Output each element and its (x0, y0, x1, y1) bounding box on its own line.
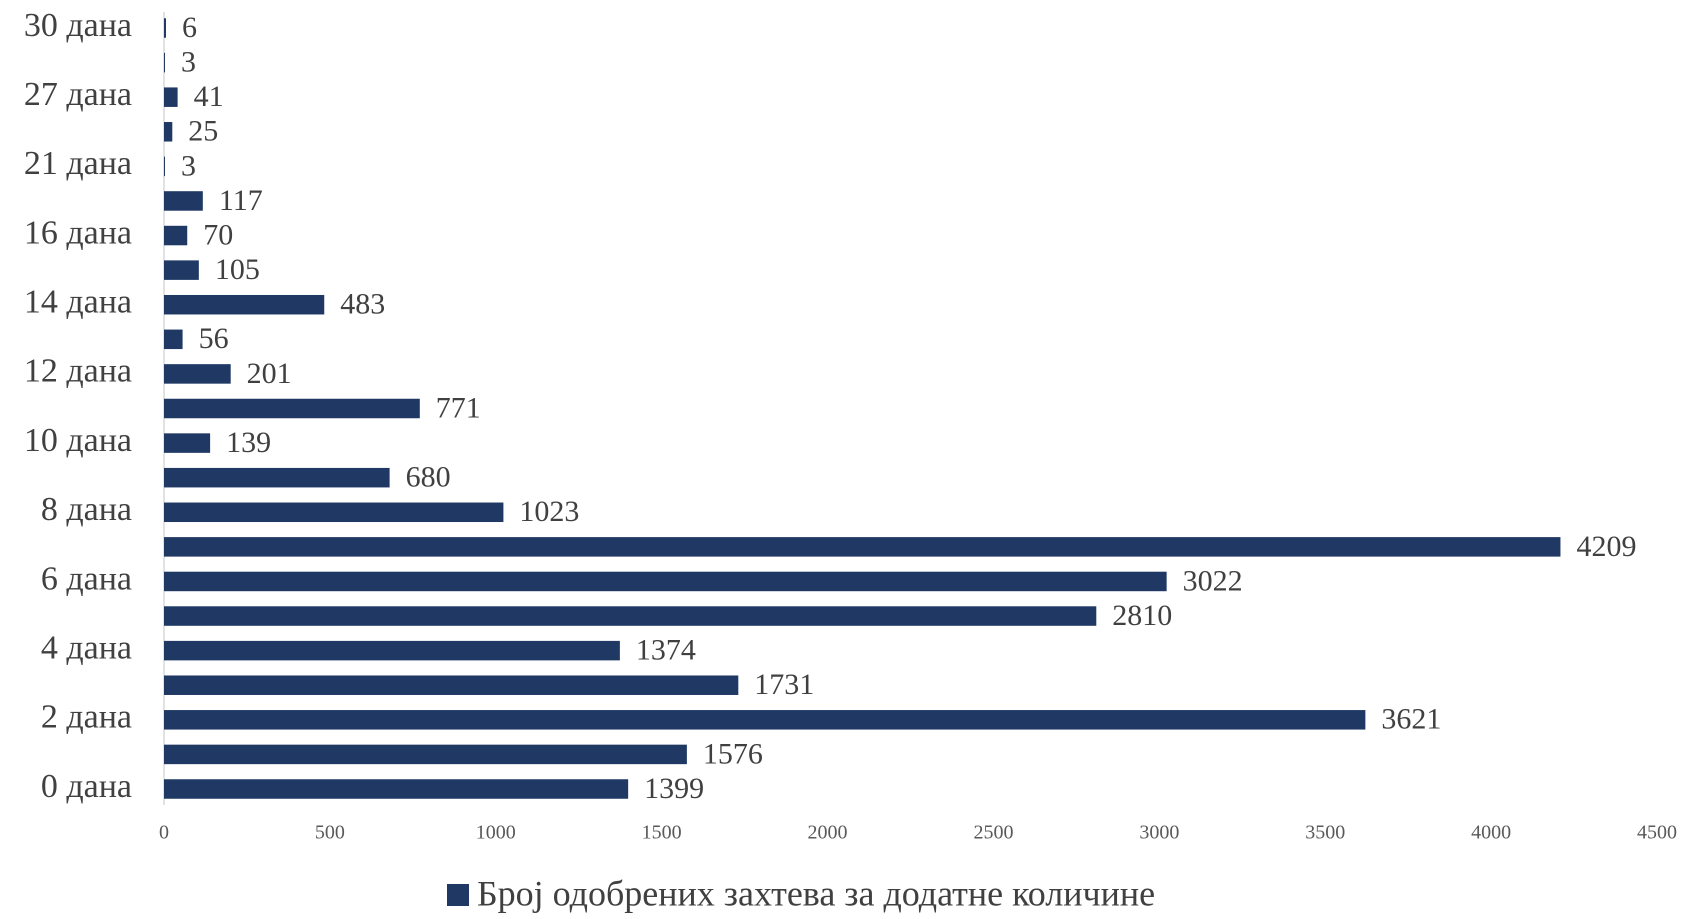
y-tick-label: 21 дана (24, 145, 132, 182)
value-label: 1399 (644, 772, 704, 805)
y-tick-label: 30 дана (24, 7, 132, 44)
value-label: 25 (188, 115, 218, 148)
value-label: 2810 (1112, 599, 1172, 632)
bar (164, 640, 620, 661)
bar (164, 537, 1561, 557)
bar (164, 18, 166, 38)
bar (164, 744, 687, 765)
bar (164, 710, 1366, 730)
bar (164, 467, 390, 488)
x-tick-label: 4000 (1471, 822, 1511, 844)
value-label: 1731 (754, 668, 814, 701)
value-label: 139 (226, 426, 271, 459)
value-label: 41 (194, 80, 224, 113)
bar (164, 87, 178, 107)
bar (164, 156, 165, 177)
x-tick-label: 3500 (1305, 822, 1345, 844)
bar (164, 433, 211, 453)
value-label: 3 (181, 149, 196, 182)
value-label: 70 (203, 218, 233, 251)
x-tick-label: 4500 (1637, 822, 1677, 844)
value-label: 1576 (703, 737, 763, 770)
bar (164, 779, 629, 799)
value-label: 201 (247, 357, 292, 390)
value-label: 56 (199, 322, 229, 355)
bar (164, 225, 188, 246)
value-label: 4209 (1576, 530, 1636, 563)
y-tick-label: 0 дана (41, 768, 132, 805)
value-label: 117 (219, 184, 263, 217)
bar (164, 191, 203, 211)
legend-swatch (447, 884, 469, 906)
value-label: 105 (215, 253, 260, 286)
value-label: 483 (340, 288, 385, 321)
y-tick-label: 6 дана (41, 560, 132, 597)
x-tick-label: 2000 (808, 822, 848, 844)
value-label: 3022 (1183, 564, 1243, 597)
value-label: 3 (181, 45, 196, 78)
x-tick-label: 500 (315, 822, 345, 844)
legend-label: Број одобрених захтева за додатне количи… (477, 873, 1155, 913)
y-tick-label: 2 дана (41, 699, 132, 736)
value-label: 1023 (519, 495, 579, 528)
bar (164, 329, 183, 350)
bar (164, 398, 420, 419)
value-label: 680 (406, 461, 451, 494)
y-tick-label: 10 дана (24, 422, 132, 459)
x-tick-label: 0 (159, 822, 169, 844)
bar (164, 606, 1097, 626)
value-label: 771 (436, 391, 481, 424)
bar (164, 364, 231, 384)
bar (164, 294, 325, 315)
x-tick-label: 3000 (1139, 822, 1179, 844)
value-label: 6 (182, 11, 197, 44)
y-tick-label: 14 дана (24, 284, 132, 321)
bar (164, 675, 739, 695)
y-tick-label: 8 дана (41, 491, 132, 528)
bar (164, 260, 199, 280)
value-label: 3621 (1381, 703, 1441, 736)
x-tick-label: 2500 (973, 822, 1013, 844)
bar (164, 52, 165, 73)
y-tick-label: 27 дана (24, 76, 132, 113)
x-tick-label: 1500 (642, 822, 682, 844)
value-label: 1374 (636, 634, 696, 667)
y-tick-label: 4 дана (41, 629, 132, 666)
bar (164, 502, 504, 523)
y-tick-label: 16 дана (24, 214, 132, 251)
bar (164, 122, 173, 142)
y-tick-label: 12 дана (24, 353, 132, 390)
x-tick-label: 1000 (476, 822, 516, 844)
bar (164, 571, 1167, 592)
